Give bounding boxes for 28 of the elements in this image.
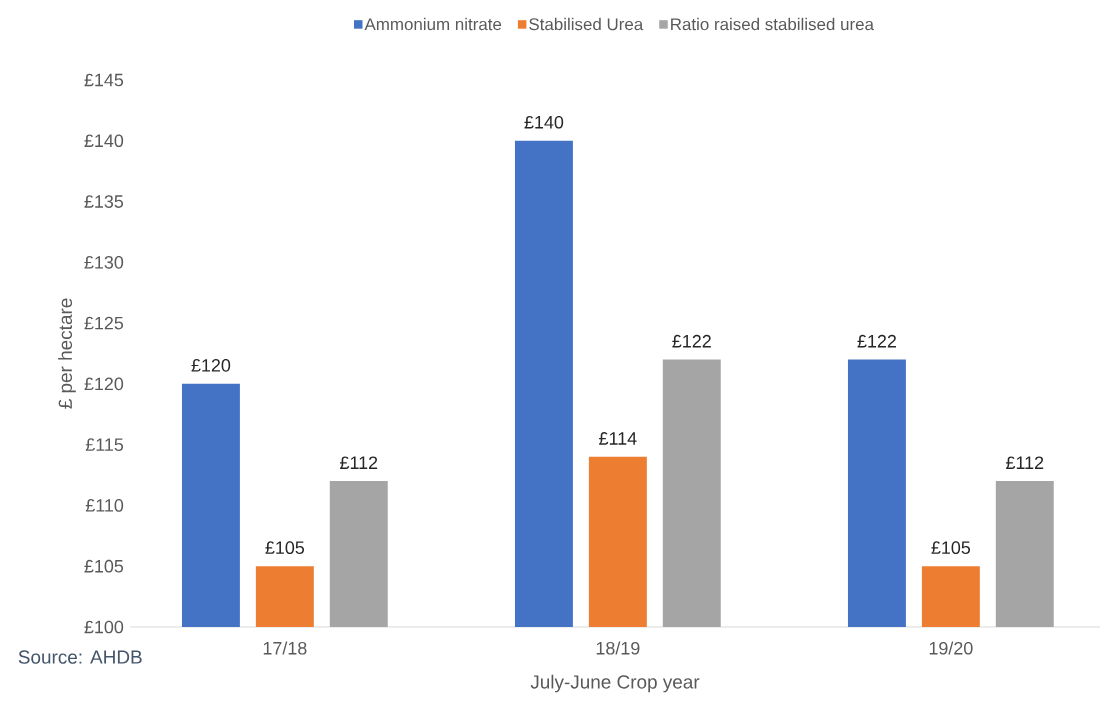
y-tick-label: £120 — [84, 377, 124, 391]
y-tick-label: £110 — [85, 499, 124, 512]
data-label: £105 — [931, 541, 971, 555]
y-tick-label: £125 — [84, 316, 124, 330]
x-tick-label: 18/19 — [596, 641, 640, 655]
data-label: £112 — [1006, 456, 1044, 469]
y-tick-label: £135 — [84, 195, 124, 208]
y-tick-label: £100 — [84, 620, 124, 634]
y-tick-label: £105 — [84, 559, 124, 573]
x-axis-title: July-June Crop year — [530, 674, 700, 693]
y-tick-label: £145 — [84, 73, 124, 87]
data-label: £122 — [857, 334, 896, 348]
legend-label: Stabilised Urea — [529, 17, 644, 31]
y-axis-title: £ per hectare — [58, 298, 76, 409]
y-tick-label: £130 — [84, 255, 124, 269]
legend-label: Ratio raised stabilised urea — [671, 17, 874, 31]
source-note: Source: AHDB — [18, 650, 142, 664]
data-label: £114 — [599, 432, 637, 445]
data-label: £112 — [340, 456, 378, 469]
x-tick-label: 17/18 — [263, 641, 307, 655]
data-label: £105 — [265, 541, 305, 555]
data-label: £120 — [191, 358, 231, 372]
legend-label: Ammonium nitrate — [364, 17, 502, 31]
y-tick-label: £115 — [85, 438, 124, 451]
data-label: £140 — [524, 115, 564, 129]
data-label: £122 — [672, 334, 711, 348]
x-tick-label: 19/20 — [929, 641, 973, 655]
y-tick-label: £140 — [84, 134, 124, 148]
